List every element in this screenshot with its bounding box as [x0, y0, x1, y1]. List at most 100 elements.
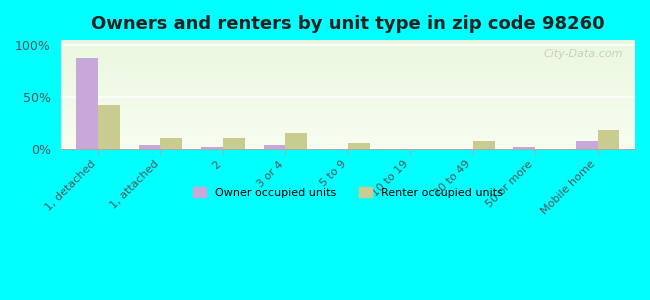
Bar: [60, 65, 635, 66]
Bar: [60, 121, 635, 122]
Bar: [60, 78, 635, 79]
Bar: [60, 52, 635, 53]
Bar: [60, 101, 635, 102]
Bar: [60, 62, 635, 63]
Bar: [60, 88, 635, 90]
Bar: [60, 48, 635, 50]
Title: Owners and renters by unit type in zip code 98260: Owners and renters by unit type in zip c…: [91, 15, 604, 33]
Bar: [60, 105, 635, 106]
Bar: [60, 47, 635, 48]
Bar: [60, 125, 635, 126]
Bar: [60, 79, 635, 80]
Bar: [60, 122, 635, 123]
Bar: [60, 146, 635, 148]
Bar: [60, 61, 635, 62]
Bar: [60, 71, 635, 72]
Bar: [60, 85, 635, 86]
Bar: [60, 95, 635, 96]
Bar: [60, 126, 635, 127]
Bar: [60, 128, 635, 129]
Bar: [60, 69, 635, 70]
Bar: [60, 46, 635, 47]
Bar: [60, 45, 635, 46]
Bar: [60, 90, 635, 91]
Bar: [60, 60, 635, 61]
Bar: [597, 130, 619, 148]
Bar: [60, 143, 635, 144]
Bar: [60, 73, 635, 74]
Bar: [60, 129, 635, 130]
Bar: [60, 108, 635, 109]
Bar: [60, 85, 635, 87]
Text: City-Data.com: City-Data.com: [544, 49, 623, 59]
Bar: [60, 75, 635, 76]
Bar: [60, 97, 635, 98]
Bar: [60, 50, 635, 52]
Bar: [60, 112, 635, 113]
Bar: [60, 102, 635, 103]
Bar: [60, 136, 635, 137]
Bar: [60, 70, 635, 71]
Bar: [60, 116, 635, 118]
Bar: [60, 120, 635, 121]
Bar: [473, 141, 495, 148]
Bar: [60, 98, 635, 99]
Bar: [60, 134, 635, 135]
Bar: [98, 105, 120, 148]
Bar: [76, 58, 98, 148]
Bar: [60, 83, 635, 85]
Bar: [60, 127, 635, 128]
Bar: [60, 55, 635, 56]
Bar: [60, 93, 635, 94]
Bar: [60, 92, 635, 93]
Bar: [60, 103, 635, 104]
Bar: [60, 109, 635, 110]
Bar: [60, 140, 635, 141]
Bar: [60, 81, 635, 83]
Bar: [60, 111, 635, 112]
Bar: [60, 63, 635, 64]
Bar: [60, 141, 635, 142]
Bar: [60, 132, 635, 133]
Bar: [60, 139, 635, 140]
Bar: [60, 118, 635, 119]
Bar: [60, 91, 635, 92]
Bar: [60, 72, 635, 73]
Bar: [60, 123, 635, 124]
Bar: [60, 82, 635, 83]
Bar: [60, 138, 635, 139]
Bar: [60, 66, 635, 67]
Bar: [60, 106, 635, 107]
Bar: [138, 146, 161, 148]
Bar: [60, 124, 635, 125]
Bar: [576, 141, 597, 148]
Bar: [60, 107, 635, 108]
Bar: [60, 57, 635, 58]
Bar: [60, 68, 635, 69]
Bar: [60, 99, 635, 100]
Bar: [60, 67, 635, 68]
Bar: [285, 133, 307, 148]
Bar: [60, 104, 635, 105]
Bar: [60, 142, 635, 143]
Bar: [60, 135, 635, 136]
Bar: [60, 56, 635, 57]
Bar: [60, 74, 635, 75]
Bar: [60, 96, 635, 97]
Bar: [60, 59, 635, 60]
Bar: [60, 64, 635, 65]
Bar: [60, 110, 635, 111]
Bar: [60, 131, 635, 132]
Bar: [60, 77, 635, 78]
Bar: [348, 143, 370, 148]
Legend: Owner occupied units, Renter occupied units: Owner occupied units, Renter occupied un…: [188, 183, 507, 203]
Bar: [60, 130, 635, 131]
Bar: [263, 146, 285, 148]
Bar: [60, 118, 635, 120]
Bar: [223, 138, 245, 148]
Bar: [60, 113, 635, 114]
Bar: [60, 80, 635, 81]
Bar: [60, 87, 635, 88]
Bar: [60, 144, 635, 145]
Bar: [60, 114, 635, 116]
